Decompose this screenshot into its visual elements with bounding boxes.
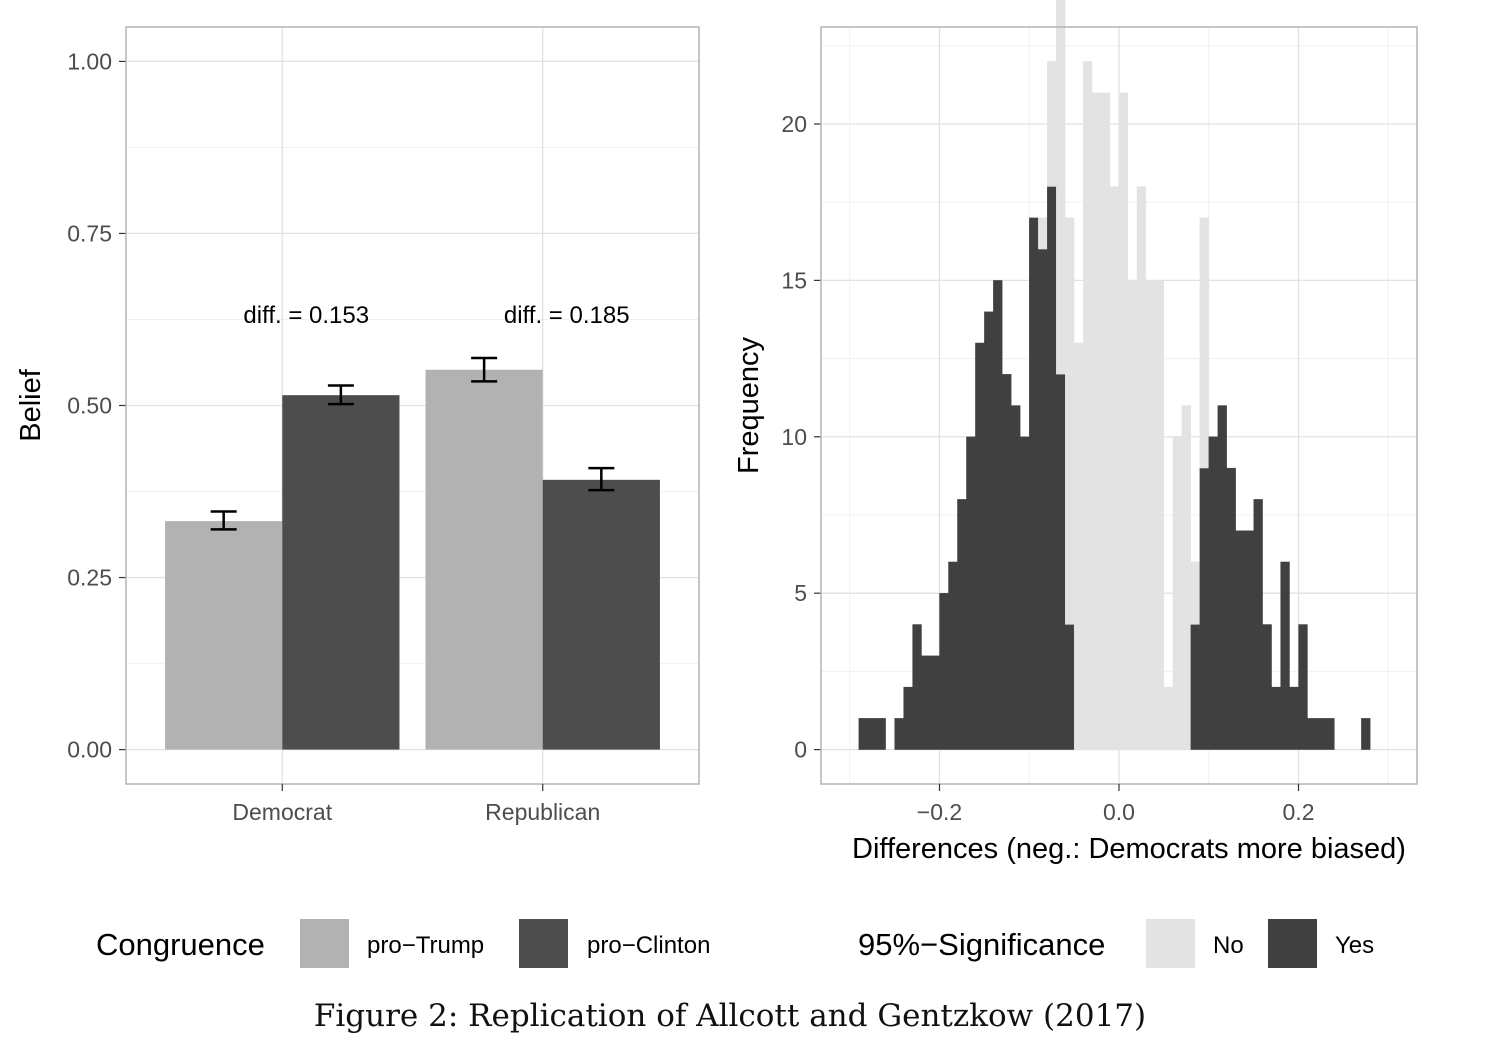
y-tick-label: 0.00 — [67, 737, 112, 763]
histogram-bar-yes — [876, 718, 886, 750]
histogram-bar-yes — [975, 342, 985, 750]
y-tick-label: 20 — [781, 111, 807, 137]
histogram-bar-yes — [1226, 467, 1236, 750]
histogram-bar-yes — [1253, 499, 1263, 750]
y-tick-label: 15 — [781, 267, 807, 293]
histogram-bar-yes — [1361, 718, 1371, 750]
histogram-bar-no — [1109, 186, 1120, 750]
histogram-bar-no — [1064, 217, 1075, 625]
histogram-bar-yes — [903, 686, 913, 750]
legend-title-significance: 95%−Significance — [858, 927, 1105, 962]
legend-label-yes: Yes — [1335, 932, 1374, 959]
legend-label-pro-trump: pro−Trump — [367, 932, 484, 959]
x-tick-label: 0.0 — [1103, 799, 1135, 825]
legend-key-no — [1146, 919, 1195, 968]
histogram-bar-no — [1163, 686, 1174, 750]
histogram-bar-no — [1091, 92, 1102, 750]
x-tick-label: 0.2 — [1283, 799, 1315, 825]
y-axis-title: Frequency — [733, 336, 765, 474]
histogram-bar-yes — [1289, 686, 1299, 750]
right-histogram: 0 5 10 15 20 −0.2 0.0 0.2 Differences (neg.: Dem… — [733, 0, 1418, 865]
histogram-bar-no — [1118, 92, 1129, 750]
histogram-bar-no — [1047, 61, 1057, 187]
legend-title-congruence: Congruence — [96, 927, 265, 962]
histogram-bar-no — [1073, 342, 1084, 750]
histogram-bar-no — [1082, 61, 1093, 750]
histogram-bar-yes — [1038, 248, 1048, 750]
histogram-bar-yes — [858, 718, 868, 750]
legend-label-no: No — [1213, 932, 1244, 959]
y-tick-label: 1.00 — [67, 48, 112, 74]
histogram-bar-yes — [1199, 467, 1209, 750]
histogram-bar-yes — [1298, 624, 1308, 750]
bar-democrat-pro-trump — [165, 521, 283, 750]
histogram-bar-yes — [948, 561, 958, 750]
histogram-bar-yes — [1002, 374, 1012, 750]
histogram-bar-no — [1181, 405, 1191, 750]
legend-label-pro-clinton: pro−Clinton — [587, 932, 710, 959]
histogram-bar-yes — [1056, 374, 1066, 750]
histogram-bar-no — [1100, 92, 1111, 750]
histogram-bar-no — [1190, 561, 1200, 625]
diff-annotation: diff. = 0.185 — [504, 302, 630, 329]
panel-border — [125, 26, 700, 785]
histogram-bar-no — [1154, 280, 1165, 750]
legends: Congruence pro−Trump pro−Clinton 95%−Signif… — [96, 919, 1374, 968]
histogram-bar-yes — [939, 593, 949, 750]
y-axis-title: Belief — [15, 368, 47, 441]
histogram-bar-no — [1145, 280, 1156, 750]
y-tick-label: 0 — [794, 737, 807, 763]
diff-annotation: diff. = 0.153 — [243, 302, 369, 329]
histogram-bar-yes — [1316, 718, 1326, 750]
histogram-bar-yes — [1011, 405, 1021, 750]
histogram-bar-yes — [1064, 624, 1075, 750]
histogram-bar-yes — [1280, 561, 1290, 750]
bar-republican-pro-trump — [425, 369, 543, 750]
histogram-bar-yes — [930, 655, 940, 750]
histogram-bar-yes — [921, 655, 931, 750]
histogram-bar-yes — [1325, 718, 1335, 750]
histogram-bar-yes — [1307, 718, 1317, 750]
y-tick-label: 10 — [781, 424, 807, 450]
histogram-bar-no — [1056, 0, 1066, 375]
histogram-bar-yes — [984, 311, 994, 750]
x-tick-label-republican: Republican — [485, 799, 600, 825]
histogram-bar-yes — [894, 718, 904, 750]
left-bar-chart: 0.00 0.25 0.50 0.75 1.00 diff. = 0.153 diff. =… — [15, 26, 700, 825]
histogram-bar-yes — [966, 436, 976, 750]
histogram-bar-yes — [1208, 436, 1218, 750]
y-tick-label: 0.25 — [67, 565, 112, 591]
histogram-bar-no — [1172, 436, 1182, 750]
figure-caption: Figure 2: Replication of Allcott and Gen… — [313, 998, 1147, 1034]
y-tick-label: 5 — [794, 580, 807, 606]
legend-key-pro-trump — [300, 919, 349, 968]
histogram-bar-yes — [867, 718, 877, 750]
y-tick-label: 0.75 — [67, 220, 112, 246]
legend-key-pro-clinton — [519, 919, 568, 968]
histogram-bar-yes — [1047, 186, 1057, 750]
y-tick-label: 0.50 — [67, 393, 112, 419]
histogram-bar-yes — [1190, 624, 1200, 750]
histogram-bar-yes — [1262, 624, 1272, 750]
histogram-bar-yes — [1029, 217, 1039, 750]
histogram-bar-yes — [993, 280, 1003, 750]
histogram-bar-yes — [1271, 686, 1281, 750]
legend-key-yes — [1268, 919, 1317, 968]
histogram-bar-no — [1136, 186, 1147, 750]
histogram-bar-yes — [1244, 530, 1254, 750]
x-tick-label: −0.2 — [917, 799, 962, 825]
x-axis-title: Differences (neg.: Democrats more biased… — [852, 833, 1406, 865]
histogram-bar-yes — [957, 499, 967, 750]
bar-republican-pro-clinton — [542, 479, 660, 750]
histogram-bar-yes — [1020, 436, 1030, 750]
histogram-bar-no — [1038, 217, 1048, 250]
histogram-bar-yes — [1235, 530, 1245, 750]
histogram-bar-yes — [1217, 405, 1227, 750]
x-tick-label-democrat: Democrat — [232, 799, 332, 825]
histogram-bar-no — [1199, 217, 1209, 469]
histogram-bar-yes — [912, 624, 922, 750]
bar-democrat-pro-clinton — [282, 395, 400, 750]
histogram-bar-no — [1127, 280, 1138, 750]
